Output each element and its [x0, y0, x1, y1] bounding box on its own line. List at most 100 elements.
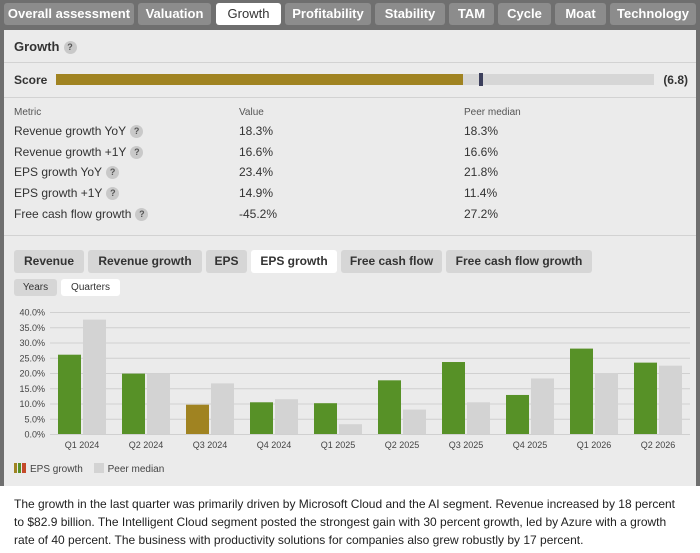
y-tick-label: 5.0%: [24, 414, 45, 424]
peer-median-bar: [147, 373, 170, 434]
y-tick-label: 15.0%: [19, 384, 45, 394]
x-tick-label: Q1 2026: [577, 440, 612, 450]
metric-row: Free cash flow growth? -45.2% 27.2%: [4, 207, 696, 228]
eps-growth-bar: [442, 362, 465, 434]
chart-tab-free-cash-flow-growth[interactable]: Free cash flow growth: [446, 250, 592, 273]
metric-peer-median: 27.2%: [464, 207, 499, 221]
tab-overall-assessment[interactable]: Overall assessment: [4, 3, 134, 25]
y-tick-label: 40.0%: [19, 308, 45, 318]
eps-growth-bar: [506, 394, 529, 434]
help-icon[interactable]: ?: [63, 41, 77, 54]
metric-row: EPS growth YoY? 23.4% 21.8%: [4, 165, 696, 186]
top-navigation: Overall assessment Valuation Growth Prof…: [0, 0, 700, 28]
x-tick-label: Q3 2025: [449, 440, 484, 450]
peer-median-bar: [595, 373, 618, 434]
metric-label: Revenue growth YoY: [14, 124, 127, 138]
value-column-header: Value: [239, 107, 264, 118]
metric-peer-median: 11.4%: [464, 186, 498, 200]
peer-median-bar: [83, 319, 106, 434]
x-tick-label: Q2 2024: [129, 440, 164, 450]
tab-profitability[interactable]: Profitability: [285, 3, 371, 25]
period-tab-quarters[interactable]: Quarters: [61, 279, 120, 296]
metric-label: Free cash flow growth: [14, 207, 132, 221]
divider: [4, 62, 696, 63]
metric-label: Revenue growth +1Y: [14, 145, 127, 159]
tab-moat[interactable]: Moat: [555, 3, 606, 25]
eps-growth-chart: 0.0% 5.0% 10.0% 15.0% 20.0% 25.0% 30.0% 35.0% 40…: [19, 308, 690, 450]
eps-growth-bar: [58, 354, 81, 434]
metric-row: Revenue growth YoY? 18.3% 18.3%: [4, 124, 696, 145]
peer-median-legend-swatch: [93, 463, 104, 473]
eps-growth-bar: [186, 404, 209, 434]
metric-row: EPS growth +1Y? 14.9% 11.4%: [4, 186, 696, 207]
peer-median-bar: [339, 424, 362, 434]
metric-row: Revenue growth +1Y? 16.6% 16.6%: [4, 145, 696, 166]
x-tick-label: Q1 2024: [65, 440, 100, 450]
help-icon[interactable]: ?: [130, 146, 144, 159]
peer-column-header: Peer median: [464, 107, 521, 118]
score-label: Score: [14, 73, 48, 87]
metric-value: 14.9%: [239, 186, 274, 200]
help-icon[interactable]: ?: [106, 166, 120, 179]
eps-growth-bar: [122, 373, 145, 434]
x-tick-label: Q2 2025: [385, 440, 420, 450]
eps-growth-bar: [314, 403, 337, 434]
tab-valuation[interactable]: Valuation: [138, 3, 211, 25]
score-bar-fill: [56, 74, 463, 85]
metric-peer-median: 21.8%: [464, 165, 499, 179]
peer-median-bar: [659, 365, 682, 434]
tab-cycle[interactable]: Cycle: [498, 3, 551, 25]
period-tab-years[interactable]: Years: [14, 279, 57, 296]
x-tick-label: Q4 2025: [513, 440, 548, 450]
x-tick-label: Q1 2025: [321, 440, 356, 450]
y-tick-label: 0.0%: [24, 430, 45, 440]
y-tick-label: 10.0%: [19, 399, 45, 409]
peer-median-bar: [467, 402, 490, 434]
legend-peer-median: Peer median: [107, 464, 165, 475]
chart-tab-eps[interactable]: EPS: [206, 250, 247, 273]
metric-peer-median: 16.6%: [464, 145, 499, 159]
tab-stability[interactable]: Stability: [375, 3, 445, 25]
help-icon[interactable]: ?: [106, 187, 120, 200]
x-tick-label: Q2 2026: [641, 440, 676, 450]
section-title: Growth?: [14, 39, 77, 54]
help-icon[interactable]: ?: [135, 208, 149, 221]
commentary-text: The growth in the last quarter was prima…: [0, 486, 700, 553]
tab-growth[interactable]: Growth: [216, 3, 281, 25]
y-tick-label: 20.0%: [19, 369, 45, 379]
metric-label: EPS growth +1Y: [14, 186, 103, 200]
score-marker: [478, 73, 483, 86]
metric-value: 18.3%: [239, 124, 274, 138]
score-bar: [56, 73, 654, 86]
metric-value: -45.2%: [239, 207, 278, 221]
chart-tab-revenue-growth[interactable]: Revenue growth: [88, 250, 202, 273]
peer-median-bar: [275, 399, 298, 434]
tab-tam[interactable]: TAM: [449, 3, 494, 25]
eps-growth-bar: [378, 380, 401, 434]
legend: EPS growth Peer median: [14, 463, 164, 475]
peer-median-bar: [211, 383, 234, 434]
chart-tab-free-cash-flow[interactable]: Free cash flow: [341, 250, 442, 273]
metric-peer-median: 18.3%: [464, 124, 499, 138]
divider: [4, 235, 696, 236]
score-value: (6.8): [663, 73, 688, 87]
x-tick-label: Q4 2024: [257, 440, 292, 450]
eps-growth-legend-swatch: [14, 463, 26, 473]
chart-tab-eps-growth[interactable]: EPS growth: [251, 250, 337, 273]
section-title-text: Growth: [14, 39, 60, 54]
eps-growth-bar: [570, 348, 593, 434]
help-icon[interactable]: ?: [130, 125, 144, 138]
eps-growth-bar: [634, 362, 657, 434]
peer-median-bar: [403, 409, 426, 434]
divider: [4, 97, 696, 98]
eps-growth-bar: [250, 402, 273, 434]
tab-technology[interactable]: Technology: [610, 3, 696, 25]
metric-value: 16.6%: [239, 145, 274, 159]
y-tick-label: 30.0%: [19, 338, 45, 348]
y-tick-label: 35.0%: [19, 323, 45, 333]
legend-eps-growth: EPS growth: [30, 464, 83, 475]
metric-column-header: Metric: [14, 107, 42, 118]
metric-label: EPS growth YoY: [14, 165, 103, 179]
chart-tab-revenue[interactable]: Revenue: [14, 250, 84, 273]
growth-panel: Growth? Score (6.8) Metric Value Peer me…: [4, 30, 696, 486]
